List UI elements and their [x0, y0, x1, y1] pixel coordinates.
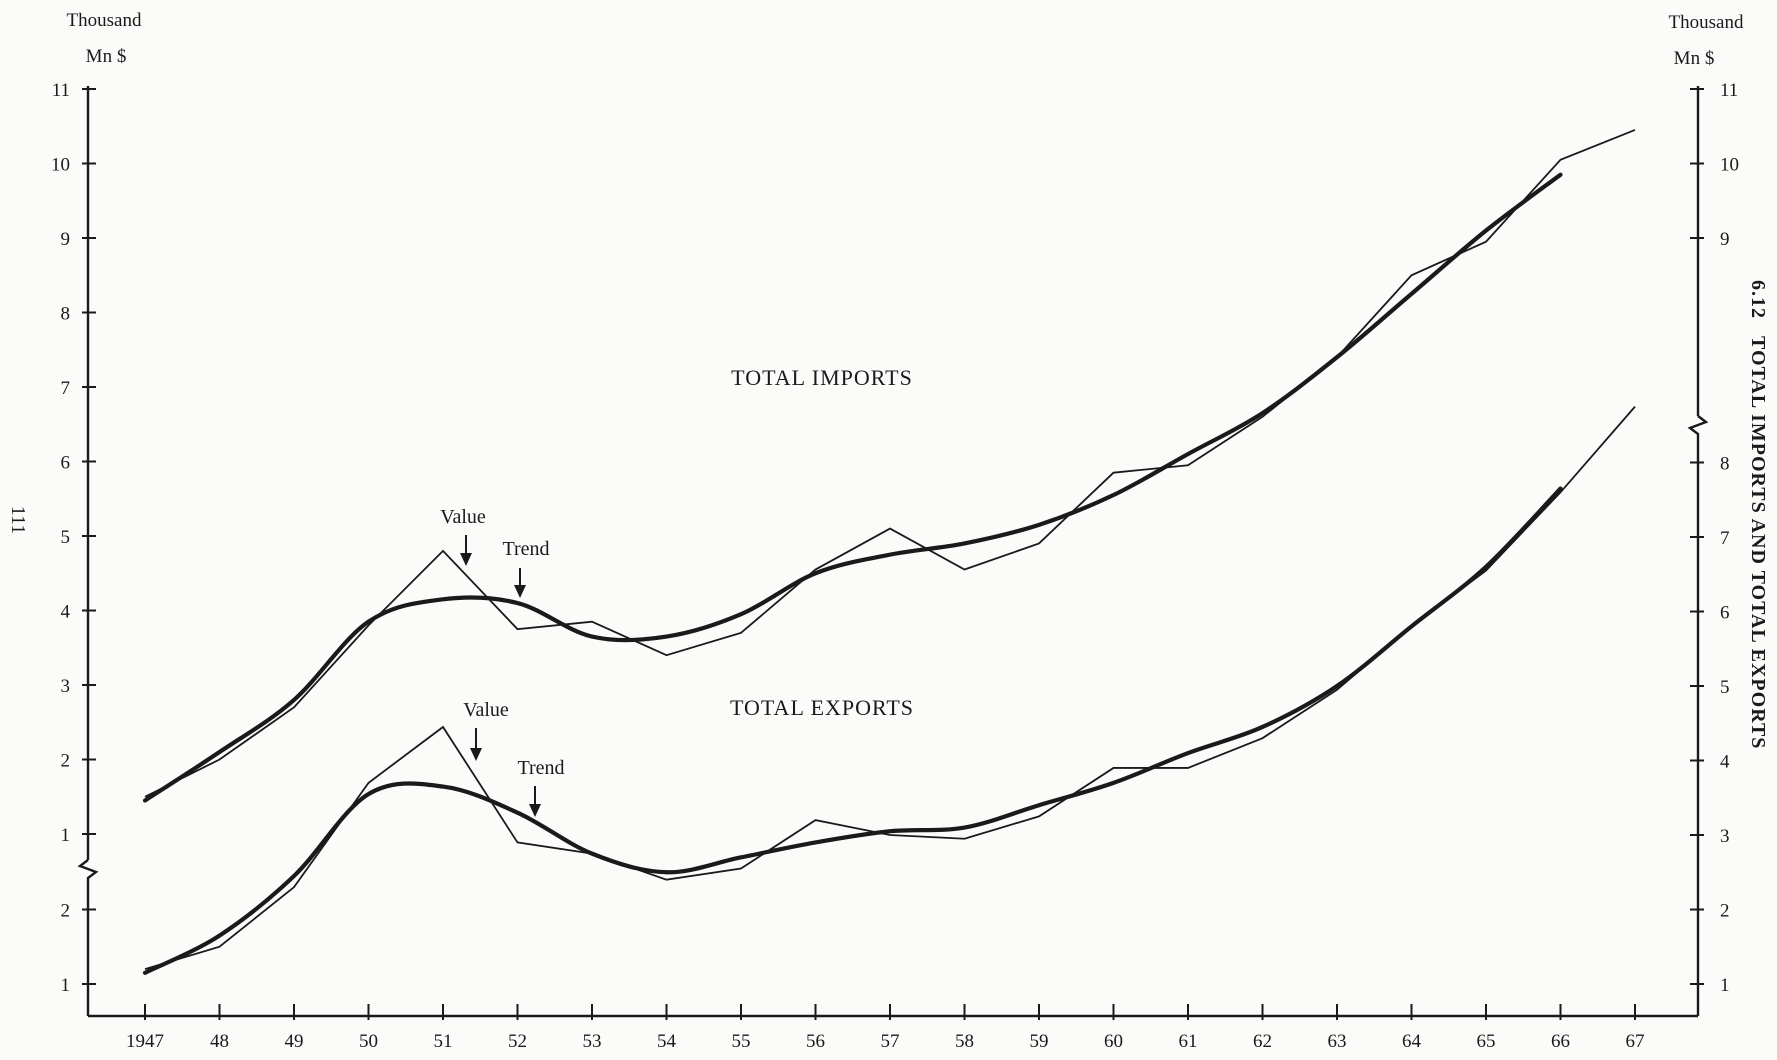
right-tick-label-lower: 1: [1720, 975, 1730, 996]
x-tick-label: 52: [508, 1031, 527, 1052]
right-unit-mn: Mn $: [1674, 48, 1715, 69]
right-tick-label-lower: 7: [1720, 528, 1730, 549]
exports-series-label: TOTAL EXPORTS: [730, 695, 914, 720]
x-tick-label: 65: [1477, 1031, 1496, 1052]
x-tick-label: 48: [210, 1031, 229, 1052]
imports-series-label: TOTAL IMPORTS: [731, 365, 913, 390]
left-tick-label: 7: [61, 378, 71, 399]
x-tick-label: 50: [359, 1031, 378, 1052]
left-tick-label: 2: [61, 751, 71, 772]
x-tick-label: 63: [1328, 1031, 1347, 1052]
x-tick-label: 49: [285, 1031, 304, 1052]
right-unit-thousand: Thousand: [1669, 12, 1744, 33]
left-tick-label: 4: [61, 602, 71, 623]
right-axis-break: [1687, 415, 1709, 1016]
imports-value-annotation: Value: [440, 506, 486, 566]
imports-trend-annotation: Trend: [502, 538, 550, 598]
imports-trend-label: Trend: [502, 538, 549, 560]
left-tick-label: 1: [61, 825, 71, 846]
exports-trend-line: [142, 486, 1563, 975]
left-tick-label: 9: [61, 229, 71, 250]
page-number: 111: [7, 506, 29, 535]
imports-trend-line: [142, 172, 1563, 803]
x-tick-label: 51: [434, 1031, 453, 1052]
exports-trend-label: Trend: [517, 757, 564, 779]
x-tick-label: 54: [657, 1031, 677, 1052]
x-tick-label: 61: [1179, 1031, 1198, 1052]
right-tick-label-lower: 2: [1720, 901, 1730, 922]
x-tick-label: 64: [1402, 1031, 1422, 1052]
x-tick-label: 56: [806, 1031, 825, 1052]
imports-value-line: [144, 129, 1636, 798]
x-tick-label: 53: [583, 1031, 602, 1052]
left-tick-label-lower: 1: [61, 975, 71, 996]
x-tick-label: 55: [732, 1031, 751, 1052]
right-tick-label: 10: [1720, 155, 1739, 176]
left-axis-break: [77, 859, 99, 1016]
exports-value-line: [144, 406, 1636, 970]
x-tick-label: 60: [1104, 1031, 1123, 1052]
exports-value-annotation: Value: [463, 699, 509, 761]
x-tick-label: 1947: [126, 1031, 164, 1052]
figure-number: 6.12: [1747, 280, 1769, 319]
left-unit-thousand: Thousand: [67, 10, 142, 31]
x-tick-label: 67: [1626, 1031, 1645, 1052]
right-tick-label-lower: 5: [1720, 677, 1730, 698]
figure-title-text: TOTAL IMPORTS AND TOTAL EXPORTS: [1747, 336, 1769, 749]
right-tick-label-lower: 6: [1720, 603, 1730, 624]
series-layer: [142, 129, 1636, 975]
x-tick-label: 58: [955, 1031, 974, 1052]
left-tick-label-lower: 2: [61, 901, 71, 922]
right-tick-label: 9: [1720, 229, 1730, 250]
exports-value-label: Value: [463, 699, 509, 721]
right-tick-label-lower: 8: [1720, 454, 1730, 475]
left-tick-label: 8: [61, 304, 71, 325]
right-tick-label-lower: 4: [1720, 752, 1730, 773]
x-tick-label: 62: [1253, 1031, 1272, 1052]
left-tick-label: 10: [51, 155, 70, 176]
x-tick-label: 59: [1030, 1031, 1049, 1052]
exports-trend-annotation: Trend: [517, 757, 565, 817]
left-tick-label: 6: [61, 453, 71, 474]
x-tick-label: 57: [881, 1031, 900, 1052]
x-axis-ticks: 1947 48 49 50 51 52 53 54 55 56 57 58 59 60 61 62 63 64 65…: [126, 1004, 1645, 1052]
imports-value-label: Value: [440, 506, 486, 528]
left-tick-label: 11: [52, 80, 70, 101]
x-tick-label: 66: [1551, 1031, 1570, 1052]
left-tick-label: 5: [61, 527, 71, 548]
left-unit-mn: Mn $: [86, 46, 127, 67]
right-tick-label-lower: 3: [1720, 826, 1730, 847]
right-tick-label: 11: [1720, 80, 1738, 101]
figure-title: 6.12 TOTAL IMPORTS AND TOTAL EXPORTS: [1747, 280, 1769, 749]
left-tick-label: 3: [61, 676, 71, 697]
